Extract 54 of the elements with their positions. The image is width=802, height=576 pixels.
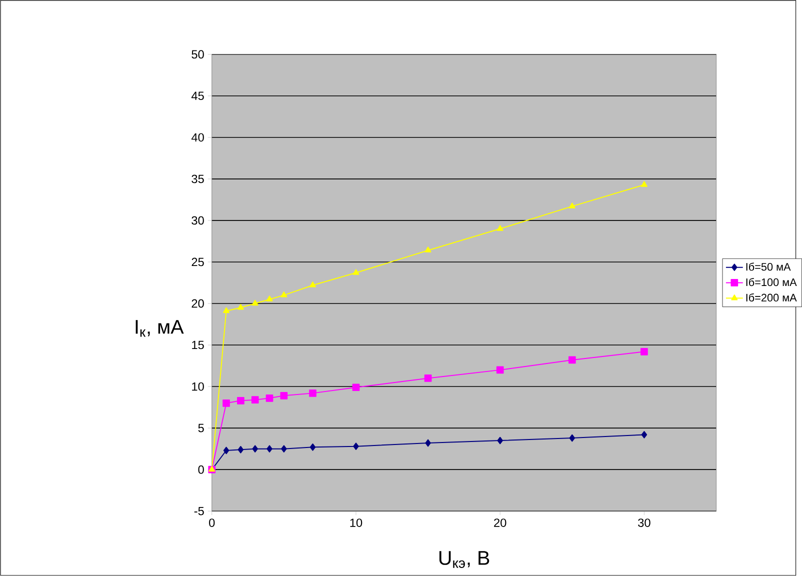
point: [266, 296, 273, 302]
x-tick-label: 10: [350, 518, 362, 528]
point: [309, 282, 316, 288]
point: [223, 307, 230, 314]
point: [497, 436, 503, 444]
point: [353, 442, 359, 450]
point: [266, 394, 274, 402]
y-tick-label: 50: [192, 50, 204, 59]
point: [309, 390, 316, 397]
y-tick-label: 25: [192, 258, 204, 266]
point: [569, 434, 576, 442]
point: [640, 181, 648, 187]
point: [568, 202, 576, 208]
y-tick-label: 10: [192, 382, 204, 391]
y-axis-title: I$_{к}$, мА: [136, 320, 184, 337]
point: [352, 269, 360, 275]
point: [352, 384, 360, 392]
point: [237, 304, 244, 310]
y-tick-label: 45: [191, 92, 204, 100]
point: [496, 366, 504, 374]
point: [251, 396, 259, 404]
point: [266, 445, 272, 453]
point: [223, 446, 230, 454]
y-tick-label: 0: [198, 465, 204, 474]
y-tick-label: 20: [192, 299, 204, 308]
point: [641, 431, 648, 438]
point: [310, 444, 316, 451]
point: [424, 374, 432, 382]
y-tick-label: 30: [192, 216, 204, 225]
point: [280, 392, 288, 400]
x-tick-label: 30: [638, 518, 650, 528]
point: [568, 356, 576, 364]
y-tick-label: -5: [194, 507, 204, 516]
point: [496, 225, 504, 231]
point: [237, 397, 244, 404]
y-tick-label: 5: [198, 424, 204, 432]
legend-label: Iб=100 мА: [746, 278, 797, 286]
point: [252, 300, 258, 306]
point: [640, 348, 648, 356]
x-tick-label: 20: [494, 518, 506, 528]
y-tick-label: 35: [192, 174, 204, 184]
point: [252, 445, 258, 453]
point: [281, 445, 287, 453]
legend-label: Iб=200 мА: [746, 293, 797, 302]
point: [425, 439, 431, 447]
y-tick-label: 15: [192, 340, 204, 350]
point: [222, 400, 230, 407]
point: [238, 446, 244, 454]
point: [280, 292, 288, 298]
legend-label: Iб=50 мА: [746, 262, 791, 271]
x-tick-label: 0: [209, 518, 215, 528]
x-axis-title: U$_{кэ}$, В: [439, 551, 490, 568]
y-tick-label: 40: [191, 133, 204, 142]
point: [424, 246, 432, 252]
